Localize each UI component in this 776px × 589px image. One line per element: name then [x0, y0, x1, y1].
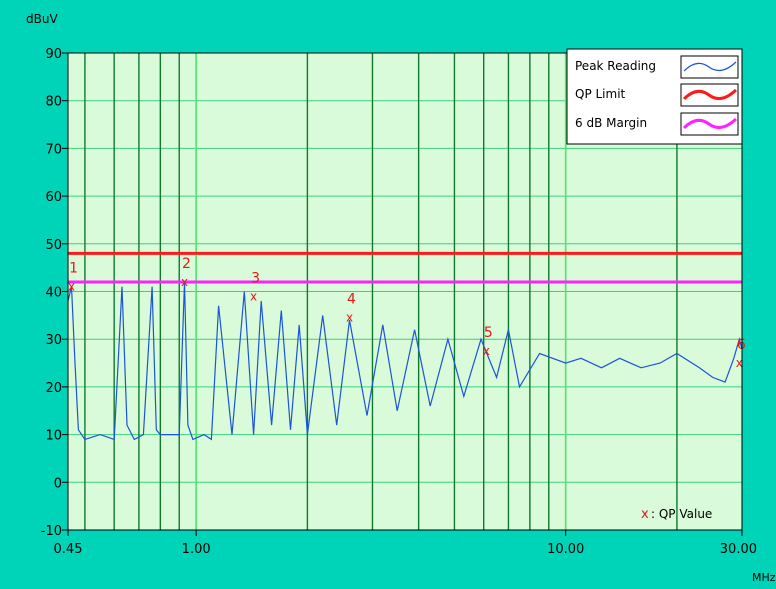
y-tick-label: 70 [45, 142, 62, 157]
legend-label-peak: Peak Reading [575, 59, 656, 73]
legend: Peak Reading QP Limit 6 dB Margin [566, 48, 743, 145]
legend-label-margin: 6 dB Margin [575, 116, 647, 130]
marker-label: 5 [484, 325, 493, 341]
y-axis: 90 80 70 60 50 40 30 20 10 0 -10 [41, 47, 68, 539]
markers: x 1 x 2 x 3 x 4 x 5 x 6 [68, 256, 746, 370]
series-layer [67, 281, 743, 441]
y-tick-label: -10 [41, 524, 62, 539]
marker-label: 3 [251, 270, 260, 286]
x-axis-label: MHz [752, 571, 776, 584]
y-tick-label: 60 [45, 190, 62, 205]
x-axis: 0.45 1.00 10.00 30.00 [54, 530, 757, 557]
y-tick-label: 30 [45, 333, 62, 348]
qp-annotation-marker: x [641, 507, 649, 522]
marker-label: 4 [347, 292, 356, 308]
x-tick-label: 1.00 [182, 542, 211, 557]
limit-lines [68, 251, 742, 284]
marker-label: 1 [69, 261, 78, 277]
y-tick-label: 10 [45, 429, 62, 444]
marker-label: 2 [182, 256, 191, 272]
legend-line-qp-limit [682, 88, 738, 101]
y-tick-label: 20 [45, 381, 62, 396]
qp-value-marker: x [736, 356, 743, 370]
legend-line-peak [683, 61, 737, 72]
qp-value-marker: x [68, 280, 75, 294]
qp-value-marker: x [250, 289, 257, 303]
legend-line-margin [682, 117, 738, 130]
y-tick-label: 90 [45, 47, 62, 62]
y-tick-label: 40 [45, 286, 62, 301]
y-tick-label: 50 [45, 238, 62, 253]
qp-value-marker: x [483, 344, 490, 358]
y-tick-label: 80 [45, 95, 62, 110]
x-tick-label: 30.00 [720, 542, 757, 557]
y-axis-label: dBuV [26, 12, 58, 26]
peak-reading-line [67, 281, 743, 441]
y-tick-label: 0 [54, 476, 62, 491]
x-tick-label: 0.45 [54, 542, 83, 557]
x-tick-label: 10.00 [547, 542, 584, 557]
qp-annotation-text: : QP Value [651, 507, 712, 521]
qp-value-marker: x [181, 275, 188, 289]
legend-label-qp-limit: QP Limit [575, 87, 626, 101]
qp-value-marker: x [346, 311, 353, 325]
marker-label: 6 [737, 337, 746, 353]
qp-annotation: x : QP Value [641, 507, 712, 522]
